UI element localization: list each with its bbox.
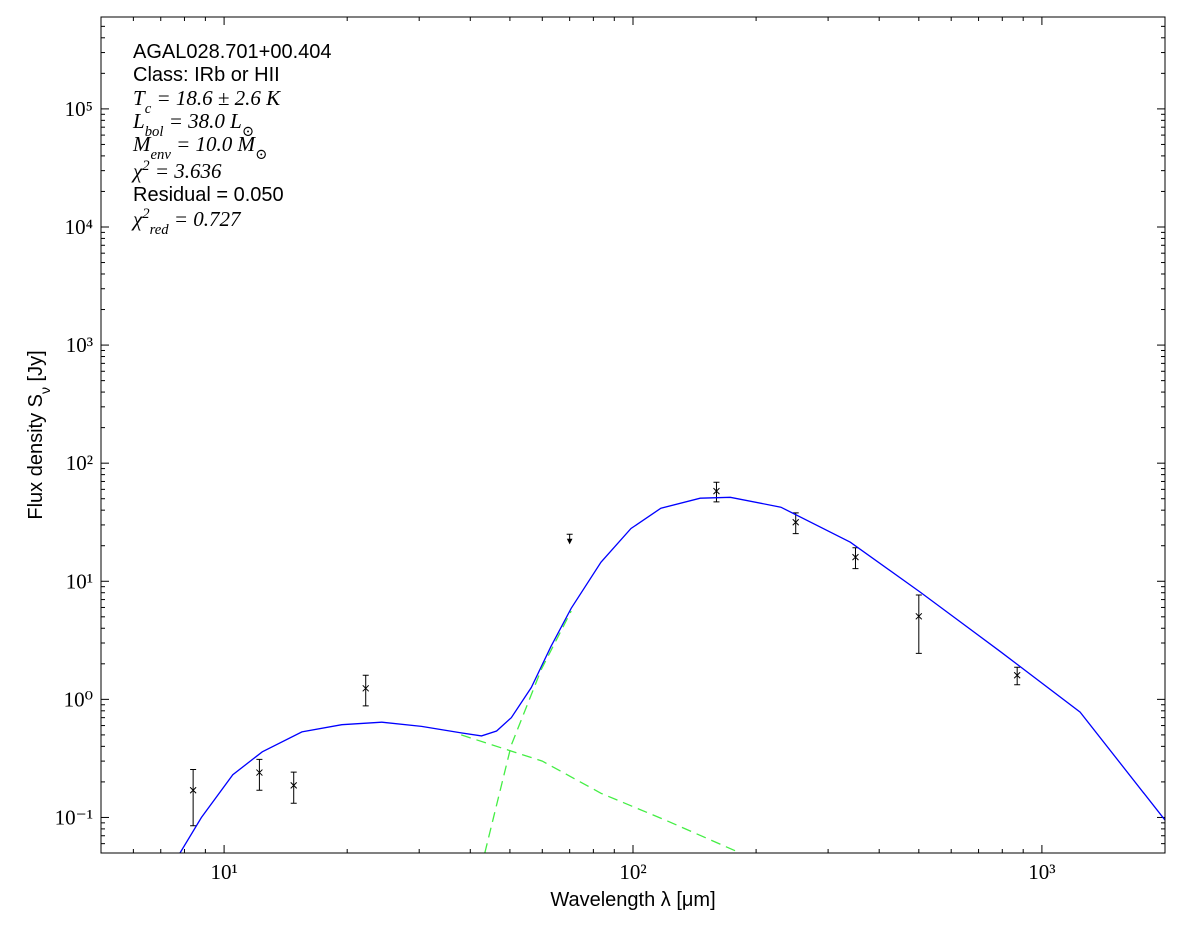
y-tick-label: 10⁻¹ <box>55 805 93 829</box>
annotation: Tc = 18.6 ± 2.6 K <box>133 86 281 117</box>
x-tick-label: 10¹ <box>210 860 237 884</box>
x-axis-label: Wavelength λ [μm] <box>550 889 715 911</box>
data-point <box>792 518 800 526</box>
data-point <box>256 769 263 776</box>
annotation: Residual = 0.050 <box>133 184 284 206</box>
annotation: Class: IRb or HII <box>133 64 280 86</box>
annotation: χ2 = 3.636 <box>131 158 222 183</box>
error-bar <box>713 481 720 503</box>
y-tick-label: 10² <box>66 451 93 475</box>
data-point <box>713 487 720 495</box>
error-bar <box>290 771 297 804</box>
data-point <box>915 612 923 620</box>
error-bar <box>256 758 263 791</box>
error-bar <box>792 512 799 535</box>
model-line <box>484 610 572 853</box>
annotation: χ2red = 0.727 <box>131 206 242 238</box>
y-tick-label: 10⁴ <box>65 215 93 239</box>
data-point <box>189 786 197 794</box>
upper-limit <box>566 533 573 545</box>
annotation: AGAL028.701+00.404 <box>133 41 332 63</box>
plot-area <box>179 481 1165 853</box>
error-bar <box>1014 666 1021 686</box>
y-tick-label: 10³ <box>66 333 93 357</box>
y-tick-label: 10⁵ <box>65 97 93 121</box>
annotation: Lbol = 38.0 L⊙ <box>132 109 254 140</box>
data-point <box>1013 671 1021 679</box>
plot-frame <box>100 16 1166 854</box>
y-tick-label: 10¹ <box>66 569 93 593</box>
error-bar <box>362 674 369 707</box>
x-tick-label: 10³ <box>1028 860 1055 884</box>
error-bar <box>915 594 922 654</box>
y-axis-label: Flux density Sν [Jy] <box>25 350 53 519</box>
error-bar <box>190 768 197 827</box>
model-line <box>461 734 741 853</box>
data-point <box>362 684 370 692</box>
data-point <box>852 553 859 561</box>
x-tick-label: 10² <box>619 860 646 884</box>
data-point <box>290 781 298 789</box>
model-line <box>179 496 1165 853</box>
annotation: Menv = 10.0 M⊙ <box>132 132 267 163</box>
y-tick-label: 10⁰ <box>64 687 93 711</box>
